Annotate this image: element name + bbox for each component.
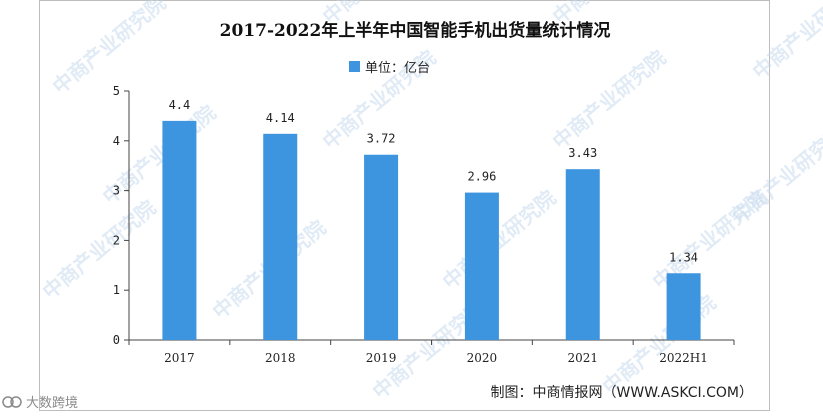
x-category-label: 2018 bbox=[265, 351, 296, 365]
bar bbox=[162, 120, 197, 340]
chart-title: 2017-2022年上半年中国智能手机出货量统计情况 bbox=[220, 20, 611, 41]
legend-swatch bbox=[349, 61, 360, 72]
y-tick-label: 4 bbox=[113, 134, 120, 148]
y-tick-label: 1 bbox=[113, 283, 120, 297]
bar bbox=[666, 273, 701, 340]
watermark-text: 中商产业研究院 bbox=[438, 185, 561, 293]
source-icon bbox=[2, 396, 22, 408]
y-axis: 0 1 2 3 4 5 bbox=[113, 84, 130, 347]
watermark-text: 中商产业研究院 bbox=[548, 45, 671, 153]
watermark-text: 中商产业研究院 bbox=[598, 290, 721, 398]
bar-value-label: 3.43 bbox=[568, 146, 597, 160]
watermark-text: 中商产业研究院 bbox=[38, 195, 161, 303]
x-axis bbox=[128, 339, 735, 345]
source-credit: 制图：中商情报网（WWW.ASKCI.COM） bbox=[491, 385, 753, 401]
bar bbox=[464, 192, 499, 340]
bar-value-label: 4.14 bbox=[266, 111, 295, 125]
legend-label: 单位：亿台 bbox=[365, 61, 430, 76]
y-tick-label: 2 bbox=[113, 233, 120, 247]
bar-value-label: 3.72 bbox=[367, 132, 396, 146]
x-category-label: 2020 bbox=[467, 351, 498, 365]
bar bbox=[565, 169, 600, 340]
watermark-text: 中商产业研究院 bbox=[48, 0, 171, 99]
y-tick-label: 5 bbox=[113, 84, 120, 98]
y-tick-label: 0 bbox=[113, 333, 120, 347]
bars-group: 4.4 2017 4.14 2018 3.72 2019 2.96 2020 3.43 2021 1… bbox=[162, 98, 708, 365]
x-category-label: 2021 bbox=[567, 351, 598, 365]
bar bbox=[364, 154, 399, 340]
y-tick-label: 3 bbox=[113, 184, 120, 198]
x-category-label: 2017 bbox=[164, 351, 195, 365]
x-category-label: 2022H1 bbox=[659, 351, 708, 365]
bar bbox=[263, 133, 298, 340]
chart-frame bbox=[39, 0, 770, 411]
bar-value-label: 4.4 bbox=[169, 98, 191, 112]
corner-badge-text: 大数跨境 bbox=[26, 396, 78, 411]
watermark-text: 中商产业研究院 bbox=[748, 0, 823, 84]
bar-value-label: 2.96 bbox=[467, 170, 496, 184]
x-category-label: 2019 bbox=[366, 351, 397, 365]
bar-value-label: 1.34 bbox=[669, 250, 698, 264]
watermark-text: 中商产业研究院 bbox=[728, 120, 823, 228]
corner-badge: 大数跨境 bbox=[2, 396, 78, 411]
